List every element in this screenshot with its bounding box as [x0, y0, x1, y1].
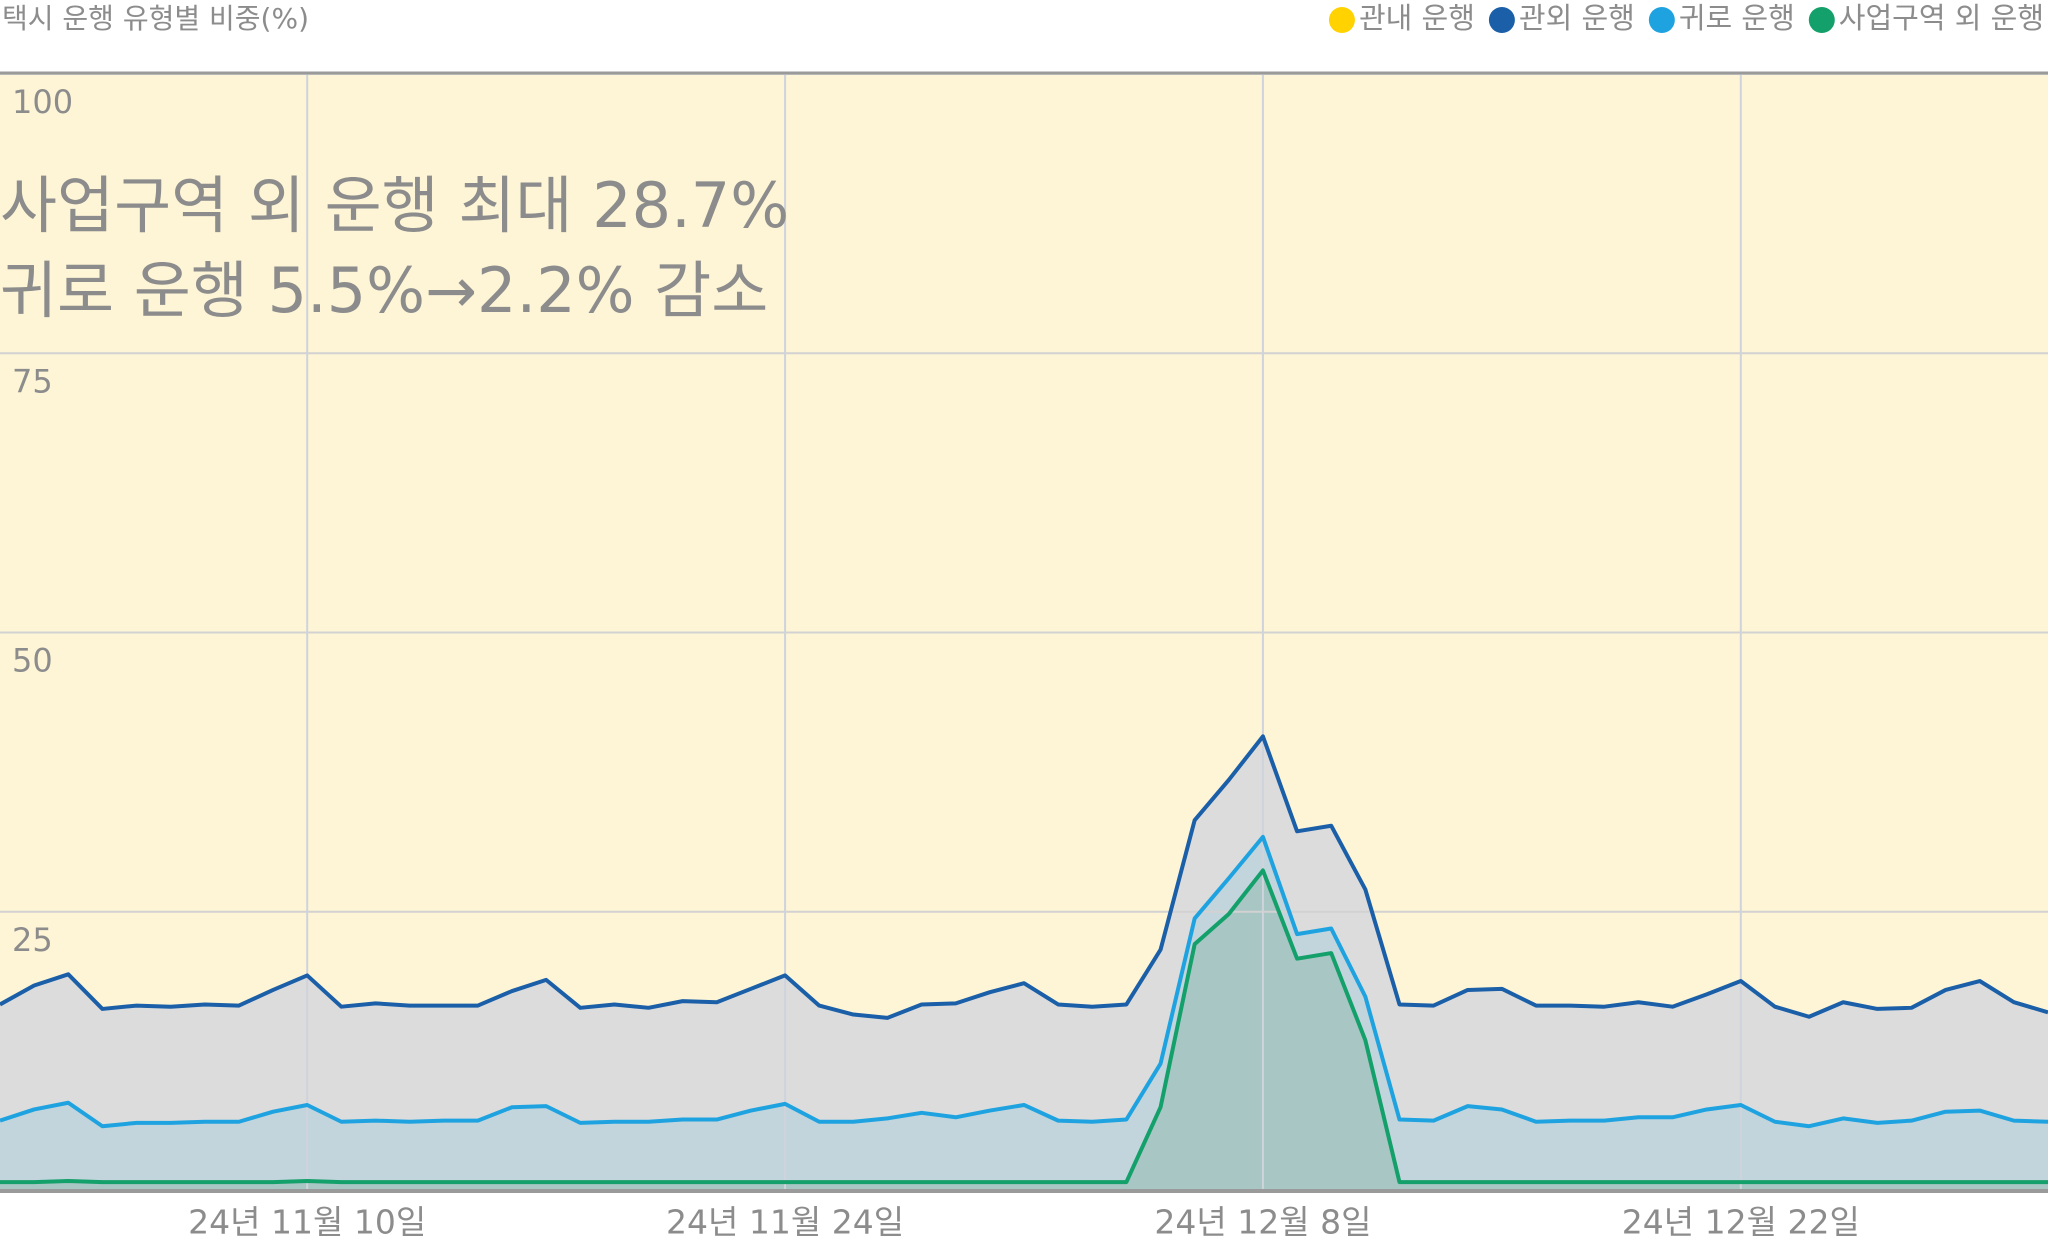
series-line	[0, 734, 2048, 1020]
series-line	[0, 834, 2048, 1129]
x-tick-label: 24년 11월 10일	[188, 1203, 426, 1242]
legend-label: 관외 운행	[1519, 1, 1635, 35]
legend-swatch	[1808, 7, 1835, 33]
y-tick-label: 25	[12, 921, 53, 959]
x-tick-label: 24년 12월 22일	[1622, 1203, 1860, 1242]
legend-swatch	[1328, 7, 1355, 33]
legend-label: 관내 운행	[1359, 1, 1475, 35]
lines	[0, 734, 2048, 1185]
legend-label: 귀로 운행	[1679, 1, 1795, 35]
legend-swatch	[1488, 7, 1515, 33]
x-tick-label: 24년 11월 24일	[666, 1203, 904, 1242]
y-tick-label: 100	[12, 83, 73, 121]
chart-title: 택시 운행 유형별 비중(%)	[2, 2, 309, 35]
x-tick-label: 24년 12월 8일	[1154, 1203, 1371, 1242]
legend-label: 사업구역 외 운행	[1839, 1, 2044, 35]
annotation: 사업구역 외 운행 최대 28.7%	[0, 169, 789, 242]
y-tick-label: 75	[12, 362, 53, 400]
area-band	[0, 74, 2048, 1018]
areas	[0, 74, 2048, 1191]
area-band	[0, 836, 2048, 1183]
series-line	[0, 868, 2048, 1185]
area-band	[0, 736, 2048, 1127]
annotation: 귀로 운행 5.5%→2.2% 감소	[0, 254, 768, 327]
y-tick-label: 50	[12, 642, 53, 680]
legend-swatch	[1648, 7, 1675, 33]
